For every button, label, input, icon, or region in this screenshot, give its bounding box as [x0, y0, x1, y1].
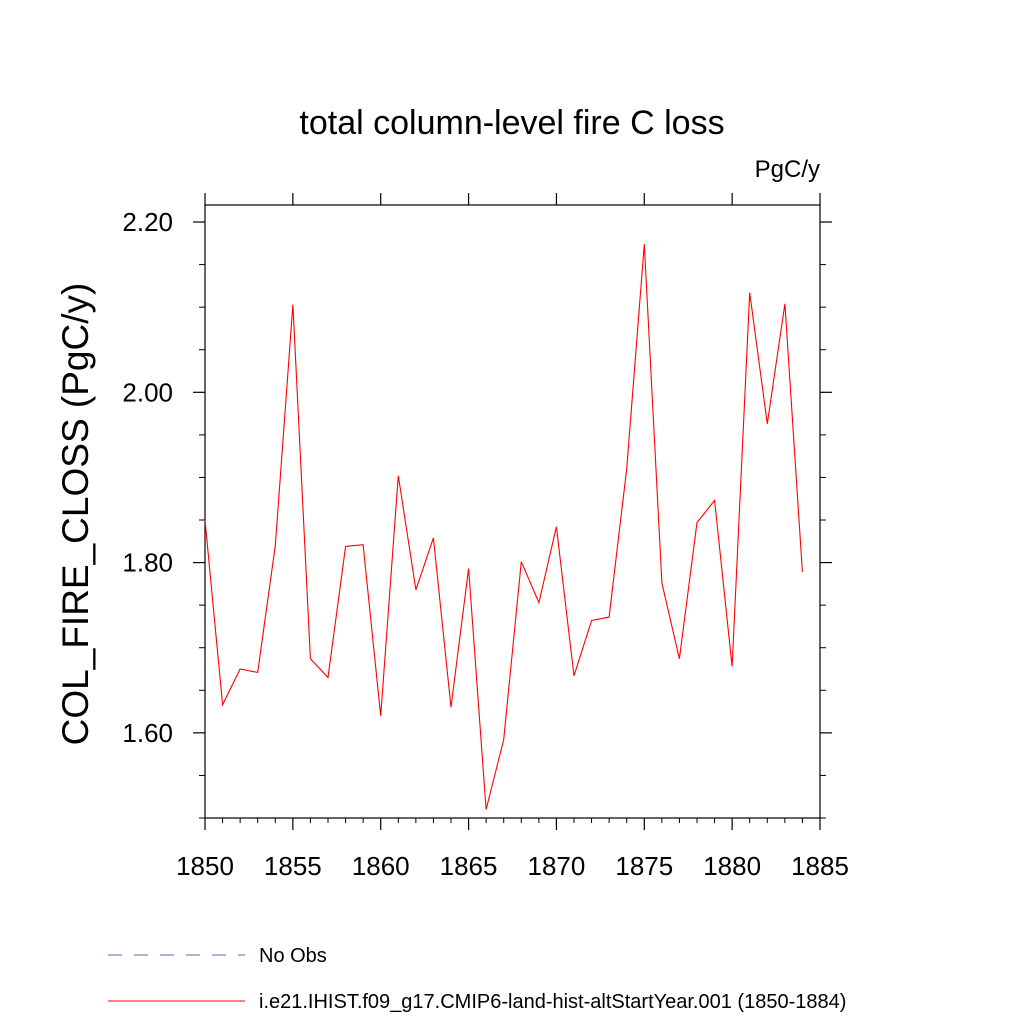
axis-ticks [193, 193, 832, 830]
x-tick-label: 1865 [440, 851, 498, 881]
x-tick-label: 1870 [528, 851, 586, 881]
x-tick-label: 1885 [791, 851, 849, 881]
legend-label: i.e21.IHIST.f09_g17.CMIP6-land-hist-altS… [259, 991, 846, 1013]
plot-frame [204, 204, 821, 819]
x-tick-label: 1855 [264, 851, 322, 881]
y-tick-label: 1.60 [122, 718, 173, 748]
chart-title: total column-level fire C loss [299, 104, 725, 142]
y-tick-label: 1.80 [122, 548, 173, 578]
x-tick-label: 1880 [703, 851, 761, 881]
axis-tick-labels: 1850 1855 1860 1865 1870 1875 1880 1885 1.60 1.80… [122, 207, 849, 881]
y-tick-label: 2.00 [122, 377, 173, 407]
x-tick-label: 1850 [176, 851, 234, 881]
x-tick-label: 1875 [615, 851, 673, 881]
legend: No Obs i.e21.IHIST.f09_g17.CMIP6-land-his… [108, 945, 846, 1013]
x-tick-label: 1860 [352, 851, 410, 881]
units-label: PgC/y [754, 156, 820, 183]
y-tick-label: 2.20 [122, 207, 173, 237]
series-lines [204, 244, 803, 810]
legend-label: No Obs [259, 945, 327, 967]
series-line [204, 244, 803, 810]
